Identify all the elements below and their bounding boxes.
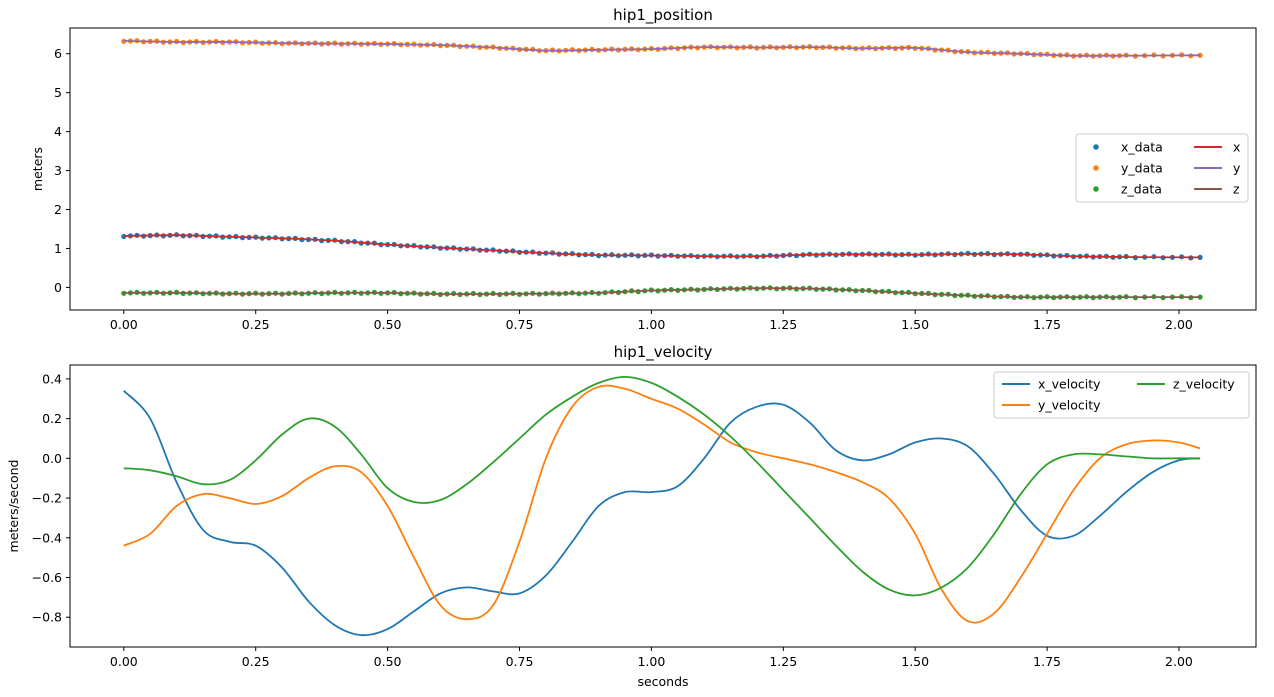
legend-label: y_data: [1121, 161, 1163, 176]
y-axis-label: meters/second: [6, 460, 21, 553]
chart-1: hip1_position 0.00 0.25 0.50 0.75 1.00 1.25 1.5…: [30, 6, 1257, 332]
y-tick-label: 0: [54, 280, 62, 295]
x-tick-label: 0.25: [242, 654, 270, 669]
y-tick-label: 2: [54, 202, 62, 217]
x-tick-label: 2.00: [1165, 654, 1193, 669]
legend-label: x_velocity: [1038, 377, 1101, 392]
x-tick-label: 0.50: [374, 654, 402, 669]
series-line-x: [123, 234, 1201, 259]
y-tick-label: 4: [54, 124, 62, 139]
x-tick-label: 0.00: [110, 317, 138, 332]
y-tick-label: −0.8: [32, 610, 62, 625]
plot-area: [123, 375, 1201, 637]
y-tick-label: 1: [54, 241, 62, 256]
legend-marker: [1093, 165, 1099, 171]
chart-title: hip1_velocity: [614, 343, 713, 362]
legend-label: z_velocity: [1173, 377, 1235, 392]
y-tick-label: 6: [54, 46, 62, 61]
y-tick-label: 0.2: [42, 411, 62, 426]
series-line-y: [123, 40, 1201, 57]
legend-label: x: [1233, 140, 1240, 155]
legend-label: y_velocity: [1038, 398, 1101, 413]
series-line-y_velocity: [123, 384, 1201, 624]
plot-area: [121, 38, 1203, 301]
y-tick-label: −0.6: [32, 570, 62, 585]
y-tick-label: −0.4: [32, 530, 62, 545]
x-tick-label: 2.00: [1165, 317, 1193, 332]
x-tick-label: 0.25: [242, 317, 270, 332]
legend: x_data y_data z_data xyz: [1075, 133, 1249, 203]
legend-box: [993, 371, 1250, 419]
axes-frame: [69, 364, 1257, 648]
y-tick-label: 3: [54, 163, 62, 178]
x-tick-label: 0.75: [506, 654, 534, 669]
x-tick-label: 1.50: [901, 317, 929, 332]
legend-label: y: [1233, 161, 1241, 176]
legend-label: z: [1233, 182, 1240, 197]
series-line-z_velocity: [123, 375, 1201, 597]
x-tick-label: 1.75: [1033, 654, 1061, 669]
legend-marker: [1093, 144, 1099, 150]
y-tick-label: −0.2: [32, 491, 62, 506]
x-tick-label: 1.00: [637, 317, 665, 332]
chart-title: hip1_position: [613, 6, 713, 25]
chart-2: hip1_velocity 0.00 0.25 0.50 0.75 1.00 1.25 1.5…: [6, 343, 1257, 689]
series-line-x_velocity: [123, 390, 1201, 637]
y-tick-label: 0.0: [42, 451, 62, 466]
series-line-z: [123, 287, 1201, 299]
x-tick-label: 1.25: [769, 317, 797, 332]
legend: x_velocity y_velocity z_velocity: [993, 371, 1250, 419]
x-tick-label: 0.50: [374, 317, 402, 332]
legend-box: [1075, 133, 1249, 203]
axes-frame: [69, 27, 1257, 311]
y-axis-label: meters: [30, 147, 45, 191]
legend-label: x_data: [1121, 140, 1163, 155]
x-tick-label: 1.00: [637, 654, 665, 669]
legend-label: z_data: [1121, 182, 1162, 197]
legend-marker: [1093, 186, 1099, 192]
x-tick-label: 1.75: [1033, 317, 1061, 332]
y-tick-label: 0.4: [42, 371, 62, 386]
x-axis-label: seconds: [637, 674, 688, 689]
x-tick-label: 1.50: [901, 654, 929, 669]
x-tick-label: 0.75: [506, 317, 534, 332]
x-tick-label: 1.25: [769, 654, 797, 669]
y-tick-label: 5: [54, 85, 62, 100]
x-tick-label: 0.00: [110, 654, 138, 669]
